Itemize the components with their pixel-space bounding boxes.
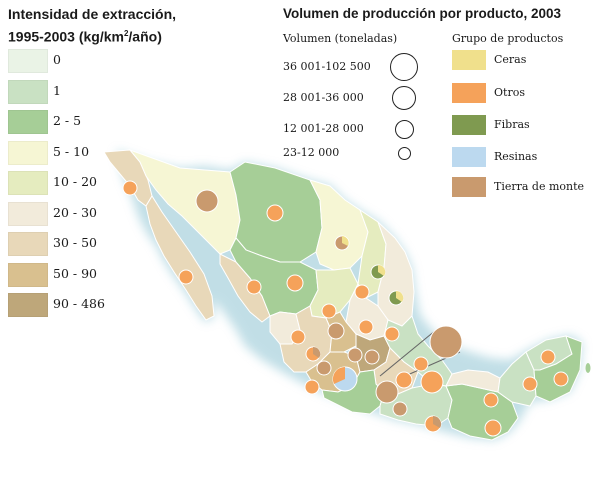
intensity-title-line2-suffix: /año) bbox=[128, 28, 162, 45]
volume-class-label: 28 001-36 000 bbox=[283, 91, 364, 104]
intensity-swatch bbox=[8, 171, 48, 195]
intensity-legend-title: Intensidad de extracción, 1995-2003 (kg/… bbox=[8, 4, 208, 47]
volume-legend-title: Volumen de producción por producto, 2003 bbox=[283, 6, 562, 21]
symbol-otros bbox=[395, 371, 413, 389]
symbol-otros bbox=[304, 379, 320, 395]
intensity-label: 30 - 50 bbox=[53, 235, 97, 250]
symbol-otros bbox=[358, 319, 374, 335]
symbol-otros bbox=[420, 370, 444, 394]
symbol-otros bbox=[553, 371, 569, 387]
volume-class-circle bbox=[392, 86, 416, 110]
product-label: Ceras bbox=[494, 53, 527, 66]
intensity-title-line2-prefix: 1995-2003 (kg/km bbox=[8, 28, 124, 45]
symbol-otros bbox=[540, 349, 556, 365]
volume-class-circle bbox=[390, 53, 418, 81]
symbol-otros bbox=[286, 274, 304, 292]
intensity-title-line1: Intensidad de extracción, bbox=[8, 6, 177, 22]
product-swatch bbox=[452, 177, 486, 197]
intensity-swatch bbox=[8, 49, 48, 73]
product-label: Tierra de monte bbox=[494, 180, 585, 193]
volume-class-label: 23-12 000 bbox=[283, 146, 340, 159]
intensity-label: 90 - 486 bbox=[53, 296, 105, 311]
symbol-otros bbox=[290, 329, 306, 345]
volume-class-circle bbox=[397, 146, 411, 160]
intensity-swatch bbox=[8, 110, 48, 134]
intensity-label: 20 - 30 bbox=[53, 204, 97, 220]
intensity-swatch bbox=[8, 262, 48, 287]
symbol-tierra-de-monte bbox=[316, 360, 332, 376]
symbol-tierra-de-monte bbox=[364, 349, 380, 365]
intensity-label: 5 - 10 bbox=[53, 143, 90, 159]
intensity-label: 1 bbox=[53, 82, 61, 98]
product-label: Fibras bbox=[494, 118, 530, 131]
island-cozumel bbox=[585, 363, 591, 373]
intensity-label: 10 - 20 bbox=[53, 174, 97, 189]
volume-class-label: 36 001-102 500 bbox=[283, 60, 371, 73]
intensity-label: 50 - 90 bbox=[53, 265, 97, 281]
symbol-otros bbox=[384, 326, 400, 342]
intensity-title-line2: 1995-2003 (kg/km2/año) bbox=[8, 24, 208, 47]
product-label: Resinas bbox=[494, 150, 538, 163]
intensity-label: 0 bbox=[53, 52, 61, 67]
symbol-otros bbox=[483, 392, 499, 408]
intensity-title-line2-sup: 2 bbox=[123, 29, 129, 38]
product-label: Otros bbox=[494, 86, 525, 99]
symbol-tierra-de-monte bbox=[392, 401, 408, 417]
volume-class-label: 12 001-28 000 bbox=[283, 122, 364, 135]
symbol-otros bbox=[266, 204, 284, 222]
symbol-otros bbox=[178, 269, 194, 285]
symbol-otros bbox=[122, 180, 138, 196]
product-legend-title: Grupo de productos bbox=[452, 32, 564, 45]
symbol-otros bbox=[413, 356, 429, 372]
volume-legend-subtitle: Volumen (toneladas) bbox=[283, 32, 398, 45]
symbol-otros bbox=[522, 376, 538, 392]
product-swatch bbox=[452, 147, 486, 167]
symbol-tierra-de-monte bbox=[375, 380, 399, 404]
intensity-label: 2 - 5 bbox=[53, 113, 82, 128]
volume-class-circle bbox=[394, 119, 414, 139]
symbol-tierra-de-monte bbox=[195, 189, 219, 213]
symbol-otros bbox=[484, 419, 502, 437]
state-quintana-roo bbox=[533, 335, 583, 403]
symbol-wedges bbox=[313, 236, 442, 428]
intensity-swatch bbox=[8, 79, 48, 104]
intensity-swatch bbox=[8, 201, 48, 226]
intensity-swatch bbox=[8, 232, 48, 256]
product-swatch bbox=[452, 50, 486, 70]
symbol-otros bbox=[321, 303, 337, 319]
symbol-tierra-de-monte-large bbox=[429, 325, 463, 359]
intensity-swatch bbox=[8, 293, 48, 317]
symbol-tierra-de-monte bbox=[327, 322, 345, 340]
symbol-tierra-de-monte bbox=[347, 347, 363, 363]
product-swatch bbox=[452, 115, 486, 135]
product-swatch bbox=[452, 83, 486, 103]
symbol-otros bbox=[246, 279, 262, 295]
state-baja-california-sur bbox=[145, 195, 215, 321]
intensity-swatch bbox=[8, 140, 48, 165]
symbol-otros bbox=[354, 284, 370, 300]
